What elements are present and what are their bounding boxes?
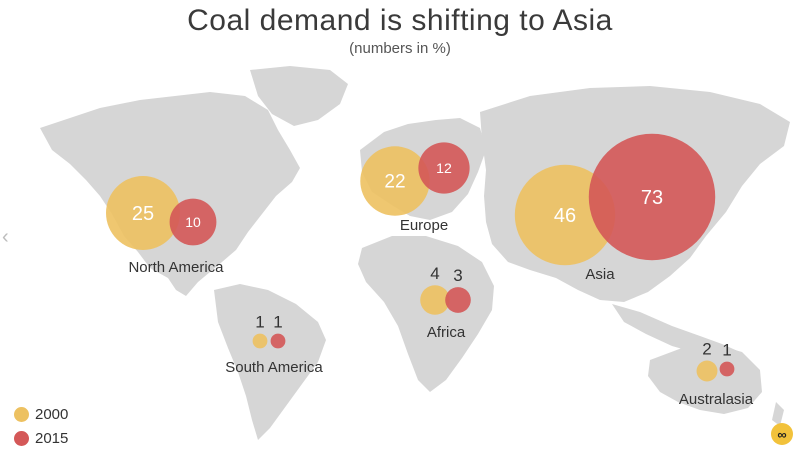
landmass-greenland bbox=[250, 66, 348, 126]
legend-swatch-2015 bbox=[14, 430, 29, 446]
chart-title: Coal demand is shifting to Asia bbox=[187, 4, 613, 37]
value-label-2015-australasia: 1 bbox=[722, 341, 731, 360]
bubble-2000-north-america bbox=[106, 176, 180, 250]
region-label-europe: Europe bbox=[400, 217, 448, 234]
value-label-2000-africa: 4 bbox=[430, 264, 439, 283]
landmass-south-america bbox=[214, 284, 326, 440]
landmass-africa bbox=[358, 236, 494, 392]
region-label-australasia: Australasia bbox=[679, 391, 754, 408]
landmass-new-zealand bbox=[772, 402, 784, 426]
bubble-2000-africa bbox=[420, 285, 450, 315]
value-label-2015-europe: 12 bbox=[436, 160, 452, 176]
logo-icon: ∞ bbox=[771, 423, 793, 445]
legend-label-2000: 2000 bbox=[35, 405, 69, 423]
value-label-2015-africa: 3 bbox=[453, 266, 462, 285]
value-label-2000-australasia: 2 bbox=[702, 340, 711, 359]
bubble-2000-south-america bbox=[252, 333, 268, 349]
region-label-asia: Asia bbox=[585, 266, 615, 283]
bubble-2015-asia bbox=[588, 133, 716, 261]
region-label-north-america: North America bbox=[128, 259, 224, 276]
legend: 2000 2015 bbox=[14, 402, 68, 450]
legend-label-2015: 2015 bbox=[35, 429, 69, 447]
chevron-left-icon[interactable]: ‹ bbox=[2, 226, 9, 248]
bubble-2015-australasia bbox=[719, 361, 735, 377]
chart-subtitle: (numbers in %) bbox=[349, 40, 451, 57]
bubble-2000-europe bbox=[360, 146, 430, 216]
legend-swatch-2000 bbox=[14, 406, 29, 422]
legend-item-2000: 2000 bbox=[14, 402, 68, 426]
region-label-africa: Africa bbox=[427, 324, 466, 341]
bubble-2015-south-america bbox=[270, 333, 286, 349]
value-label-2000-north-america: 25 bbox=[132, 203, 154, 225]
bubble-2015-africa bbox=[445, 287, 471, 313]
value-label-2015-asia: 73 bbox=[641, 187, 663, 209]
value-label-2000-europe: 22 bbox=[384, 172, 405, 193]
bubble-2015-north-america bbox=[169, 198, 217, 246]
value-label-2015-north-america: 10 bbox=[185, 214, 201, 230]
legend-item-2015: 2015 bbox=[14, 426, 68, 450]
bubble-2015-europe bbox=[418, 142, 470, 194]
region-label-south-america: South America bbox=[225, 359, 323, 376]
value-label-2000-south-america: 1 bbox=[255, 313, 264, 332]
value-label-2015-south-america: 1 bbox=[273, 313, 282, 332]
value-label-2000-asia: 46 bbox=[554, 205, 576, 227]
bubble-2000-australasia bbox=[696, 360, 718, 382]
